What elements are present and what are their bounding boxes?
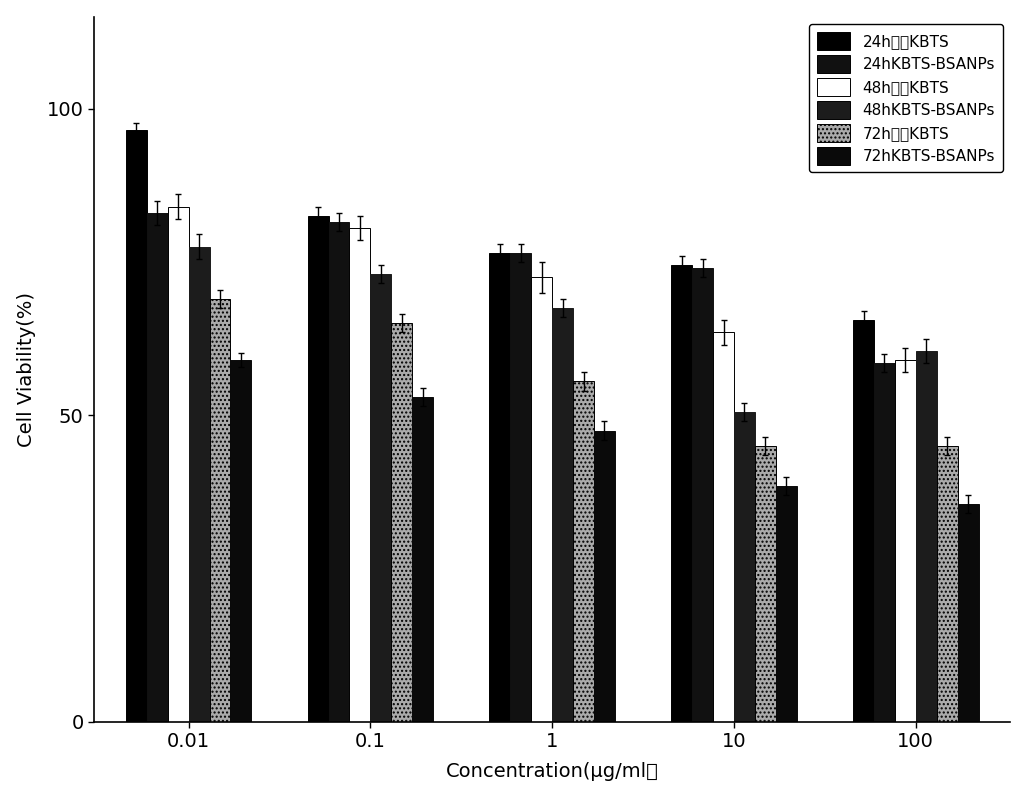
Bar bbox=[349, 228, 371, 722]
Bar bbox=[531, 277, 553, 722]
Bar bbox=[329, 222, 349, 722]
Bar bbox=[573, 381, 594, 722]
Bar bbox=[308, 216, 329, 722]
Bar bbox=[713, 333, 734, 722]
Bar bbox=[371, 275, 391, 722]
Y-axis label: Cell Viability(%): Cell Viability(%) bbox=[16, 292, 36, 447]
Bar bbox=[853, 320, 874, 722]
Bar bbox=[775, 486, 797, 722]
Bar bbox=[391, 323, 412, 722]
Bar bbox=[916, 351, 937, 722]
Bar bbox=[230, 360, 252, 722]
Bar bbox=[412, 397, 433, 722]
Bar bbox=[937, 446, 957, 722]
Bar bbox=[147, 213, 167, 722]
Bar bbox=[734, 412, 755, 722]
X-axis label: Concentration(μg/ml）: Concentration(μg/ml） bbox=[446, 762, 658, 781]
Bar bbox=[874, 363, 895, 722]
Bar bbox=[755, 446, 775, 722]
Bar bbox=[167, 207, 189, 722]
Bar bbox=[672, 265, 692, 722]
Bar bbox=[895, 360, 916, 722]
Bar bbox=[553, 308, 573, 722]
Bar bbox=[510, 253, 531, 722]
Bar bbox=[692, 268, 713, 722]
Bar bbox=[126, 130, 147, 722]
Bar bbox=[594, 431, 615, 722]
Bar bbox=[210, 298, 230, 722]
Bar bbox=[490, 253, 510, 722]
Legend: 24h游离KBTS, 24hKBTS-BSANPs, 48h游离KBTS, 48hKBTS-BSANPs, 72h游离KBTS, 72hKBTS-BSANPs: 24h游离KBTS, 24hKBTS-BSANPs, 48h游离KBTS, 48… bbox=[809, 24, 1002, 172]
Bar bbox=[957, 504, 979, 722]
Bar bbox=[189, 247, 210, 722]
